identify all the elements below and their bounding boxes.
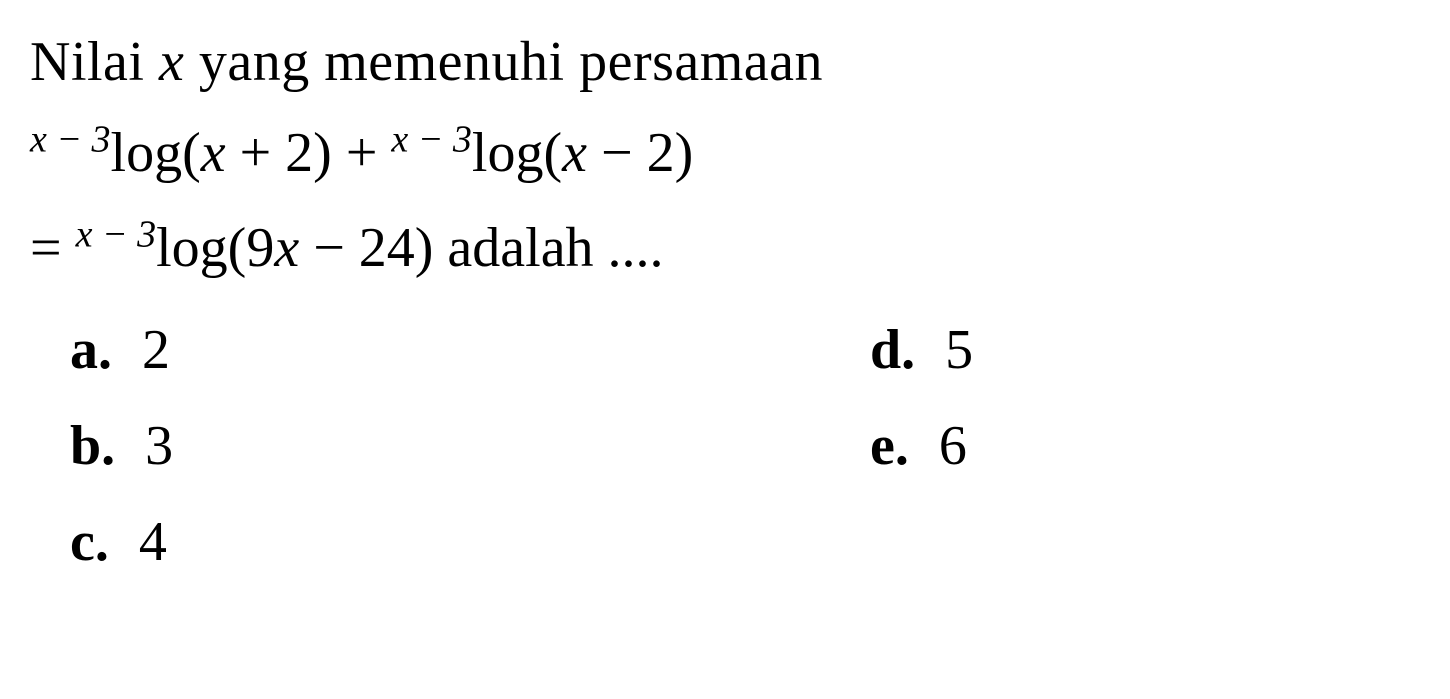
equals-sign: = (30, 217, 76, 279)
option-e-value: 6 (939, 415, 967, 477)
option-c-value: 4 (139, 511, 167, 573)
question-container: Nilai x yang memenuhi persamaan x − 3log… (30, 20, 1420, 584)
text-part: Nilai (30, 31, 159, 93)
option-b: b. 3 (70, 404, 620, 488)
option-d-value: 5 (945, 319, 973, 381)
math-text: − 24) adalah .... (299, 217, 663, 279)
question-line-1: Nilai x yang memenuhi persamaan (30, 20, 1420, 104)
option-a-label: a. (70, 319, 112, 381)
option-c-label: c. (70, 511, 109, 573)
superscript-2: x − 3 (391, 118, 472, 160)
variable-x: x (562, 122, 587, 184)
option-a: a. 2 (70, 308, 620, 392)
math-text: + 2) + (226, 122, 392, 184)
option-e-label: e. (870, 415, 909, 477)
option-d-label: d. (870, 319, 915, 381)
option-c: c. 4 (70, 500, 620, 584)
log-text: log( (472, 122, 562, 184)
option-b-label: b. (70, 415, 115, 477)
option-e: e. 6 (870, 404, 1420, 488)
option-a-value: 2 (142, 319, 170, 381)
question-line-2: x − 3log(x + 2) + x − 3log(x − 2) (30, 109, 1420, 199)
variable-x: x (159, 31, 184, 93)
math-text: − 2) (587, 122, 693, 184)
superscript-3: x − 3 (76, 213, 157, 255)
superscript-1: x − 3 (30, 118, 111, 160)
variable-x: x (274, 217, 299, 279)
log-text: log( (111, 122, 201, 184)
question-line-3: = x − 3log(9x − 24) adalah .... (30, 204, 1420, 294)
variable-x: x (201, 122, 226, 184)
option-b-value: 3 (145, 415, 173, 477)
log-text: log(9 (156, 217, 274, 279)
text-part: yang memenuhi persamaan (184, 31, 823, 93)
options-container: a. 2 d. 5 b. 3 e. 6 c. 4 (30, 308, 1420, 584)
option-d: d. 5 (870, 308, 1420, 392)
